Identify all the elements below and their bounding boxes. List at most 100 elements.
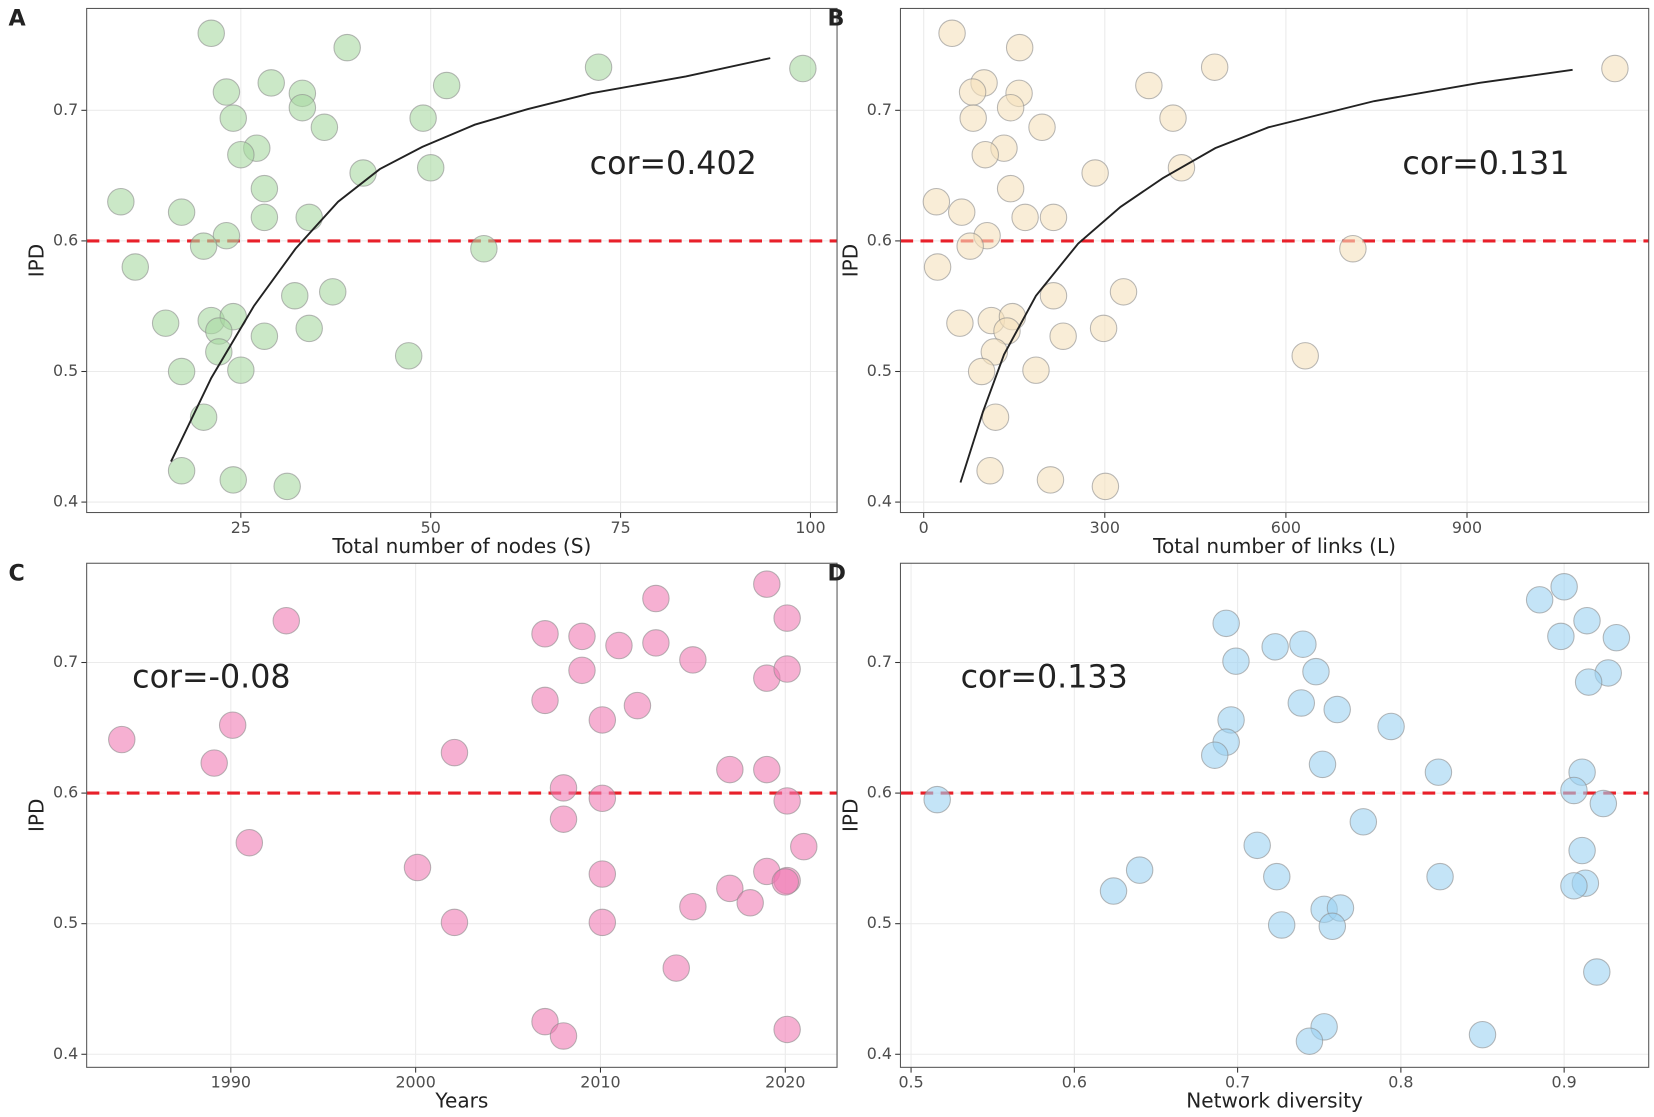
point (1323, 695, 1351, 724)
point (1550, 573, 1578, 601)
x-tick-label: 100 (795, 518, 825, 537)
point (318, 278, 347, 306)
x-tick-label: 0.5 (898, 1073, 923, 1092)
point (1568, 836, 1596, 865)
x-tick-label: 2020 (765, 1073, 805, 1092)
point (1424, 758, 1453, 786)
y-tick-label: 0.7 (867, 652, 892, 671)
point (549, 805, 578, 833)
y-tick-label: 0.6 (53, 783, 78, 802)
point (107, 187, 135, 216)
point (588, 860, 617, 888)
point (219, 104, 247, 132)
point (584, 53, 613, 81)
y-tick-label: 0.5 (53, 361, 78, 380)
point (470, 235, 498, 263)
point (1289, 630, 1317, 658)
y-tick-label: 0.4 (867, 492, 892, 511)
point (394, 342, 423, 370)
plot-border (899, 7, 1650, 514)
point (1318, 912, 1347, 941)
point (1089, 314, 1118, 343)
point (257, 69, 285, 97)
point (403, 853, 432, 882)
point (1547, 622, 1575, 651)
x-tick-label: 600 (1271, 518, 1301, 537)
point (1583, 958, 1611, 986)
point (996, 174, 1025, 203)
point (716, 874, 744, 903)
plot-background (86, 8, 838, 513)
point (432, 71, 461, 100)
point (773, 655, 801, 683)
point (773, 604, 801, 632)
point (753, 570, 781, 598)
point (218, 711, 247, 739)
x-tick-label: 0.9 (1552, 1073, 1577, 1092)
y-axis-label: IPD (838, 244, 862, 277)
point (959, 104, 987, 132)
panel: 1990 2000 2010 2020 0.4 0.5 0.6 0.7 Years IPD Ccor… (8, 560, 838, 1113)
point (531, 1007, 559, 1036)
panel: 25 50 75 100 0.4 0.5 0.6 0.7 Total number of nod… (8, 6, 838, 558)
panel-label: B (828, 6, 845, 32)
point (1573, 606, 1601, 635)
point (167, 198, 196, 226)
point (976, 457, 1004, 485)
point (1601, 54, 1629, 83)
point (1036, 466, 1065, 494)
y-tick-label: 0.7 (867, 100, 892, 119)
point (1602, 623, 1631, 652)
point (549, 774, 578, 802)
point (531, 620, 559, 648)
point (1291, 342, 1319, 370)
point (946, 309, 974, 337)
point (1525, 586, 1554, 614)
x-tick-label: 0 (919, 518, 929, 537)
point (1099, 877, 1128, 905)
point (1201, 741, 1229, 769)
panel-label: C (8, 560, 24, 586)
x-tick-label: 25 (231, 518, 251, 537)
point (642, 584, 670, 613)
x-axis-label: Network diversity (1186, 1089, 1363, 1113)
point (790, 832, 818, 861)
point (295, 203, 323, 232)
point (981, 403, 1010, 431)
x-tick-label: 2000 (395, 1073, 435, 1092)
y-tick-label: 0.6 (53, 230, 78, 249)
point (958, 78, 987, 106)
point (333, 33, 361, 62)
point (409, 104, 437, 132)
point (773, 1015, 801, 1044)
point (736, 889, 764, 917)
point (151, 309, 180, 337)
point (980, 338, 1009, 366)
point (167, 457, 196, 485)
point (189, 232, 218, 260)
point (295, 314, 323, 343)
point (1287, 689, 1316, 717)
y-tick-label: 0.6 (867, 230, 892, 249)
point (1091, 472, 1120, 501)
point (273, 472, 301, 501)
point (212, 78, 241, 106)
point (250, 203, 279, 232)
fit-curve (170, 57, 771, 463)
point (956, 232, 984, 260)
y-tick-label: 0.4 (867, 1044, 892, 1063)
point (549, 1022, 578, 1050)
point (440, 908, 469, 937)
point (205, 338, 233, 366)
x-tick-label: 900 (1452, 518, 1482, 537)
panel: 0 300 600 900 0.4 0.5 0.6 0.7 Total number of li… (828, 6, 1650, 558)
point (250, 174, 279, 203)
x-tick-label: 0.7 (1225, 1073, 1250, 1092)
point (789, 54, 817, 83)
y-tick-label: 0.5 (867, 361, 892, 380)
point (1574, 668, 1603, 696)
y-tick-label: 0.5 (53, 913, 78, 932)
x-tick-label: 0.6 (1062, 1073, 1087, 1092)
y-tick-label: 0.7 (53, 100, 78, 119)
point (679, 646, 707, 674)
